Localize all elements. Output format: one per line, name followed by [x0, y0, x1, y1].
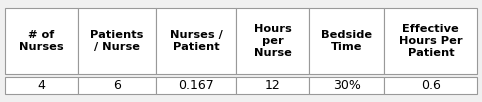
Text: 0.167: 0.167: [178, 79, 214, 92]
Text: Nurses /
Patient: Nurses / Patient: [170, 30, 222, 52]
Bar: [309, 77, 385, 94]
Bar: [156, 77, 236, 94]
Bar: [385, 77, 477, 94]
Text: 30%: 30%: [333, 79, 361, 92]
Text: Hours
per
Nurse: Hours per Nurse: [254, 24, 292, 58]
Text: 0.6: 0.6: [421, 79, 441, 92]
Bar: [78, 77, 156, 94]
Text: # of
Nurses: # of Nurses: [19, 30, 64, 52]
Bar: [156, 8, 236, 74]
Text: 4: 4: [38, 79, 45, 92]
Text: Bedside
Time: Bedside Time: [321, 30, 372, 52]
Bar: [78, 8, 156, 74]
Bar: [309, 8, 385, 74]
Bar: [5, 77, 78, 94]
Bar: [5, 8, 78, 74]
Text: Patients
/ Nurse: Patients / Nurse: [90, 30, 144, 52]
Bar: [385, 8, 477, 74]
Text: 12: 12: [265, 79, 281, 92]
Text: 6: 6: [113, 79, 120, 92]
Text: Effective
Hours Per
Patient: Effective Hours Per Patient: [399, 24, 463, 58]
Bar: [236, 8, 309, 74]
Bar: [236, 77, 309, 94]
